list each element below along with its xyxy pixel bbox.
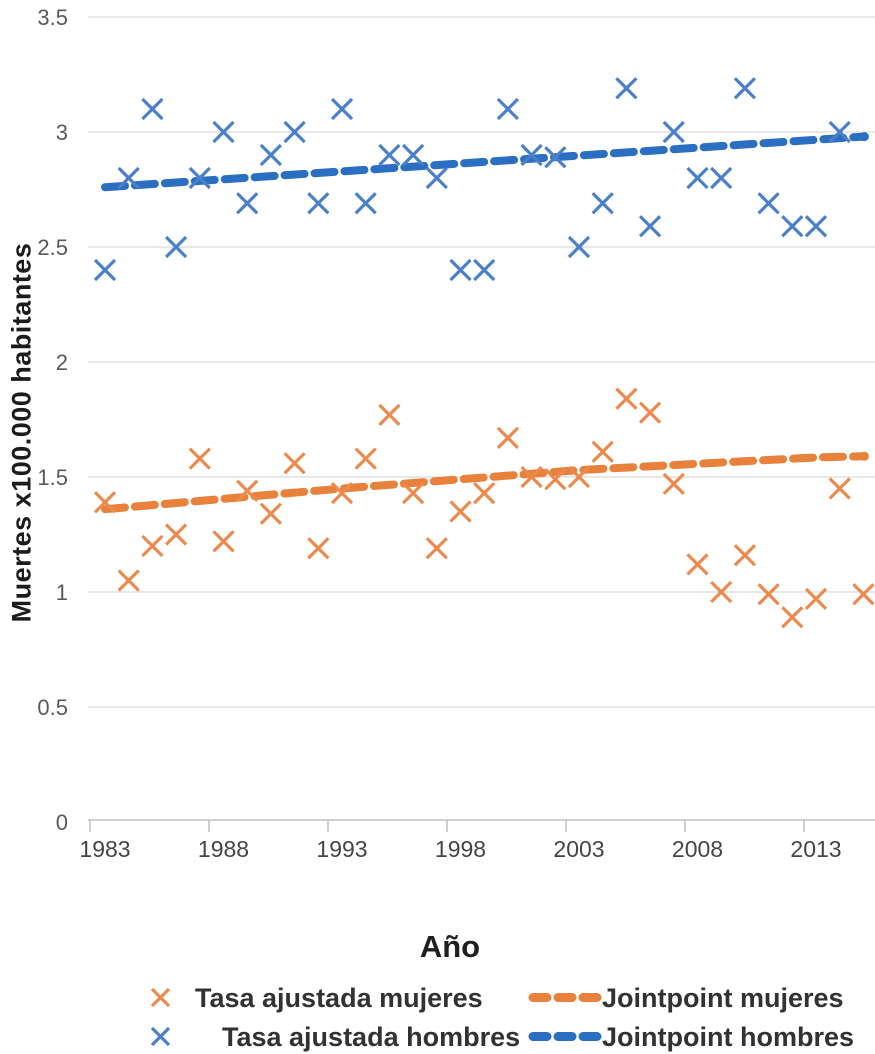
gridlines: 0 0.5 1 1.5 2 2.5 3 3.5 [37, 5, 875, 835]
legend-label-jointpoint-mujeres: Jointpoint mujeres [602, 983, 844, 1013]
data-point [496, 97, 520, 121]
data-point [401, 481, 425, 505]
x-axis: 1983 1988 1993 1998 2003 2008 2013 [79, 819, 875, 862]
data-point [567, 235, 591, 259]
series-tasa-ajustada-mujeres [93, 387, 875, 629]
plot-area: 0 0.5 1 1.5 2 2.5 3 3.5 1983 1988 1993 1998 2003 2008… [37, 5, 875, 862]
legend-dash-line-hombres-icon [528, 1032, 602, 1041]
data-point [378, 403, 401, 427]
x-tick-label: 2008 [672, 836, 723, 862]
x-tick-label: 2013 [790, 836, 841, 862]
data-point [425, 537, 448, 560]
data-point [330, 481, 354, 505]
data-point [662, 472, 685, 496]
data-point [259, 502, 283, 525]
data-point [449, 500, 472, 523]
data-point [283, 120, 306, 144]
data-point [164, 523, 188, 546]
y-tick-label: 0 [56, 810, 68, 835]
data-point [544, 468, 567, 491]
data-point [354, 192, 377, 215]
data-point [236, 479, 259, 502]
x-tick-label: 1983 [79, 836, 130, 862]
data-point [141, 534, 164, 558]
legend-label-tasa-ajustada-hombres: Tasa ajustada hombres [222, 1022, 521, 1052]
data-point [307, 192, 330, 215]
data-point [757, 192, 780, 215]
y-tick-label: 3.5 [37, 5, 68, 30]
data-point [212, 530, 235, 553]
data-point [378, 143, 401, 167]
data-point [615, 387, 638, 410]
trendline-jointpoint-mujeres [101, 451, 869, 514]
data-point [591, 192, 614, 215]
legend-x-marker-mujeres-icon [150, 987, 171, 1008]
data-point [188, 166, 211, 190]
data-point [852, 583, 875, 606]
data-point [710, 580, 733, 604]
data-point [638, 401, 662, 424]
y-tick-label: 1 [56, 580, 68, 605]
data-point [259, 143, 283, 167]
data-point [236, 192, 259, 215]
x-tick-label: 2003 [553, 836, 604, 862]
y-tick-label: 2.5 [37, 235, 68, 260]
data-point [212, 120, 235, 144]
data-point [141, 97, 164, 121]
data-point [804, 587, 828, 611]
data-point [544, 146, 567, 169]
x-axis-title: Año [419, 929, 481, 964]
data-point [757, 583, 780, 606]
data-point [473, 481, 496, 505]
x-tick-label: 1988 [198, 836, 249, 862]
data-point [686, 553, 709, 576]
data-point [567, 465, 591, 489]
legend-label-jointpoint-hombres: Jointpoint hombres [602, 1022, 854, 1052]
data-point [188, 447, 211, 470]
x-tick-label: 1998 [435, 836, 486, 862]
data-point [781, 606, 804, 629]
data-point [591, 440, 614, 463]
data-point [425, 166, 448, 190]
data-point [164, 235, 188, 259]
data-point [330, 97, 354, 121]
data-point [283, 452, 306, 475]
data-point [93, 491, 117, 514]
y-tick-label: 3 [56, 120, 68, 145]
series-tasa-ajustada-hombres [93, 77, 851, 282]
data-point [710, 166, 733, 190]
data-point [449, 258, 472, 282]
data-point [781, 215, 804, 238]
data-point [307, 537, 330, 560]
data-point [686, 166, 709, 190]
legend-x-marker-hombres-icon [150, 1026, 171, 1047]
data-point [828, 477, 851, 500]
data-point [638, 215, 662, 238]
trendline-jointpoint-hombres [101, 132, 869, 192]
data-point [496, 426, 520, 450]
data-point [733, 544, 757, 567]
data-point [473, 258, 496, 282]
data-point [117, 166, 140, 190]
data-point [117, 569, 140, 592]
legend-dash-line-mujeres-icon [528, 993, 602, 1002]
data-point [354, 447, 377, 470]
y-tick-label: 1.5 [37, 465, 68, 490]
data-point [520, 143, 543, 167]
data-point [733, 77, 757, 100]
y-axis-title: Muertes x100.000 habitantes [6, 242, 37, 623]
data-point [520, 465, 543, 489]
data-point [828, 120, 851, 144]
y-tick-label: 0.5 [37, 695, 68, 720]
data-point [401, 143, 425, 167]
data-point [662, 120, 685, 144]
data-point [804, 215, 828, 238]
legend-label-tasa-ajustada-mujeres: Tasa ajustada mujeres [195, 983, 483, 1013]
x-tick-label: 1993 [316, 836, 367, 862]
y-tick-label: 2 [56, 350, 68, 375]
data-point [615, 77, 638, 100]
data-point [93, 258, 117, 282]
